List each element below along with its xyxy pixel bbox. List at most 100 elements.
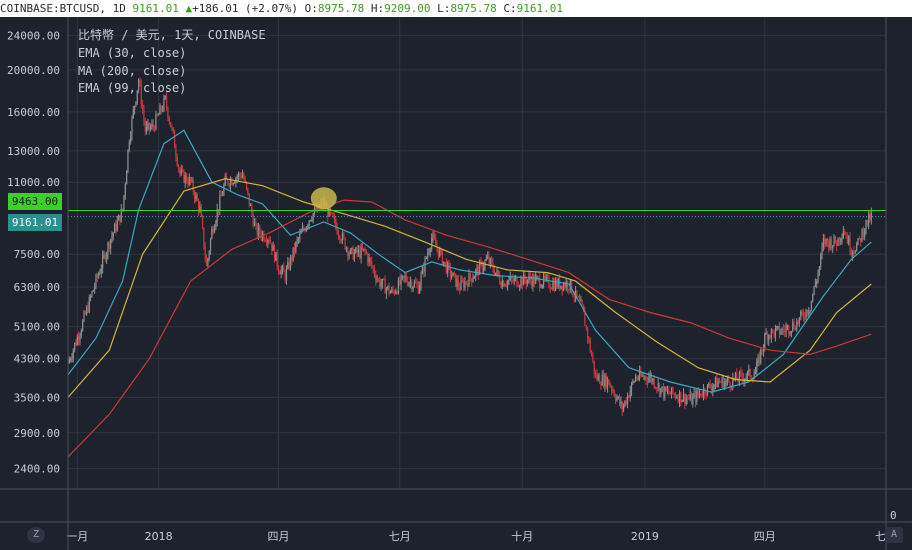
candle-body — [349, 249, 352, 254]
candle-body — [722, 377, 725, 389]
candle-body — [797, 321, 799, 324]
candle-body — [136, 90, 138, 102]
candle-body — [204, 247, 206, 258]
y-tick-label: 24000.00 — [7, 30, 60, 43]
candle-body — [445, 261, 447, 274]
candle-body — [244, 179, 246, 182]
candle-body — [846, 236, 848, 244]
candle-body — [640, 370, 642, 376]
candle-body — [730, 386, 733, 388]
candle-body — [776, 326, 778, 329]
candle-body — [657, 383, 659, 389]
candle-body — [500, 283, 502, 288]
candle-body — [830, 238, 832, 249]
candle-body — [656, 387, 658, 389]
candle-body — [604, 374, 606, 387]
candle-body — [812, 294, 814, 301]
close-value: 9161.01 — [516, 2, 563, 15]
candle-body — [249, 205, 252, 207]
candle-body — [333, 217, 336, 220]
candle-body — [625, 400, 627, 404]
price-chart[interactable]: 24000.00 20000.00 16000.00 13000.00 11000.00… — [0, 17, 912, 550]
candle-body — [605, 374, 607, 388]
candle-body — [275, 252, 277, 261]
candle-body — [637, 378, 639, 380]
zoom-button[interactable]: Z — [27, 527, 45, 543]
candle-body — [86, 306, 88, 315]
indicator-ema30[interactable]: EMA (30, close) — [78, 46, 187, 60]
candle-body — [821, 246, 823, 255]
candle-body — [602, 374, 605, 387]
candle-body — [576, 290, 578, 297]
candle-body — [277, 266, 280, 273]
candle-body — [608, 379, 610, 385]
candle-body — [208, 251, 210, 259]
candle-body — [601, 374, 603, 386]
candle-body — [467, 282, 469, 287]
candle-body — [720, 382, 722, 384]
candle-body — [200, 206, 202, 217]
candle-body — [449, 265, 451, 277]
candle-body — [580, 300, 582, 302]
candle-body — [107, 242, 109, 254]
candle-body — [353, 252, 356, 260]
candle-body — [592, 356, 594, 361]
candle-body — [590, 351, 593, 357]
candle-body — [633, 381, 635, 383]
ma200-line — [67, 199, 872, 458]
candle-body — [489, 258, 491, 264]
candle-body — [585, 325, 587, 328]
candle-body — [584, 312, 586, 326]
candle-body — [680, 392, 682, 403]
candle-body — [836, 242, 838, 246]
candle-body — [688, 398, 690, 400]
y-tick-label: 5100.00 — [14, 321, 60, 334]
candle-body — [564, 283, 566, 288]
candle-body — [644, 376, 646, 378]
candle-body — [629, 390, 631, 398]
indicator-ema99[interactable]: EMA (99, close) — [78, 81, 187, 95]
candle-body — [749, 369, 751, 378]
candle-body — [455, 273, 457, 287]
candle-body — [527, 279, 529, 284]
candle-body — [199, 206, 201, 211]
price-axis[interactable]: 24000.00 20000.00 16000.00 13000.00 11000.00… — [7, 30, 60, 476]
candle-body — [573, 296, 575, 298]
candle-body — [99, 272, 101, 274]
candle-body — [429, 248, 431, 253]
candle-body — [817, 272, 819, 281]
candle-body — [849, 237, 851, 252]
symbol-label: COINBASE:BTCUSD, 1D — [0, 2, 126, 15]
candle-body — [658, 383, 661, 394]
candle-body — [769, 335, 771, 338]
candle-body — [87, 306, 89, 312]
candle-body — [784, 330, 786, 332]
candle-body — [120, 208, 122, 222]
candle-body — [291, 256, 293, 261]
auto-scale-button[interactable]: A — [885, 527, 903, 543]
candle-body — [153, 127, 156, 130]
candle-body — [710, 387, 713, 391]
y-tick-label: 7500.00 — [14, 248, 60, 261]
candle-body — [443, 261, 445, 265]
candle-body — [283, 266, 285, 272]
candle-body — [609, 384, 611, 387]
candle-body — [614, 396, 617, 401]
candle-body — [632, 381, 634, 383]
candle-body — [114, 224, 116, 233]
candle-body — [705, 394, 707, 396]
candle-body — [848, 237, 850, 244]
candle-body — [168, 118, 170, 122]
candle-body — [725, 380, 727, 383]
x-tick-label: 十月 — [511, 529, 533, 543]
candle-body — [76, 336, 78, 345]
highlight-marker — [310, 187, 337, 210]
indicator-ma200[interactable]: MA (200, close) — [78, 64, 187, 78]
x-tick-label: 四月 — [267, 530, 289, 543]
candle-body — [674, 394, 677, 398]
candle-body — [818, 266, 820, 273]
candle-body — [721, 377, 723, 383]
symbol-header: COINBASE:BTCUSD, 1D 9161.01 ▲+186.01 (+2… — [0, 0, 912, 17]
y-tick-label: 4300.00 — [14, 353, 60, 366]
candle-body — [171, 126, 173, 128]
